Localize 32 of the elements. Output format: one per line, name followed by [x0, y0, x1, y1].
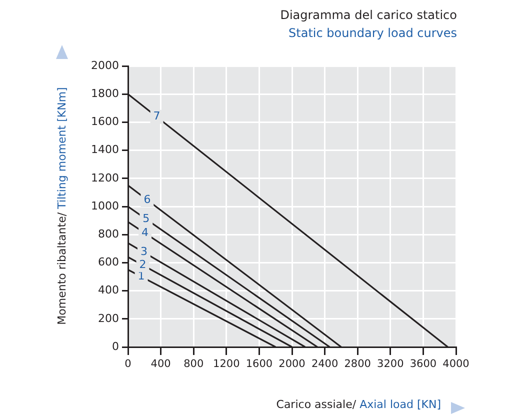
x-axis-title: Carico assiale/ Axial load [KN] [276, 398, 441, 411]
y-tick-label: 800 [98, 227, 119, 240]
y-tick-label: 1800 [91, 86, 119, 100]
series-label: 3 [140, 245, 148, 258]
x-tick-label: 4000 [442, 358, 470, 370]
chart-title: Diagramma del carico statico [280, 8, 457, 22]
y-tick-label: 1400 [91, 143, 119, 156]
y-tick-label: 1000 [91, 199, 119, 212]
series-label: 4 [142, 226, 149, 240]
x-tick-label: 1600 [246, 358, 273, 370]
series-label: 7 [153, 110, 160, 123]
chart-subtitle: Static boundary load curves [288, 26, 457, 40]
y-tick-label: 2000 [91, 58, 119, 72]
y-tick-label: 1200 [91, 171, 119, 184]
series-label: 2 [139, 258, 146, 272]
x-tick-label: 0 [124, 358, 132, 370]
x-tick-label: 800 [184, 358, 204, 370]
y-tick-label: 0 [112, 340, 119, 353]
x-tick-label: 3600 [410, 358, 437, 370]
x-tick-label: 2800 [344, 358, 371, 370]
x-tick-label: 1200 [213, 358, 240, 370]
x-tick-label: 3200 [377, 358, 404, 370]
x-tick-label: 2000 [278, 358, 306, 370]
series-label: 6 [144, 192, 151, 206]
y-axis-title: Momento ribaltante/ Tilting moment [KNm] [56, 87, 68, 325]
y-tick-label: 600 [98, 256, 119, 269]
series-label: 5 [142, 212, 150, 226]
y-tick-label: 400 [98, 284, 119, 297]
x-tick-label: 2400 [311, 358, 338, 370]
y-tick-label: 1600 [91, 115, 119, 128]
x-tick-label: 400 [150, 358, 171, 370]
y-tick-label: 200 [98, 312, 119, 325]
